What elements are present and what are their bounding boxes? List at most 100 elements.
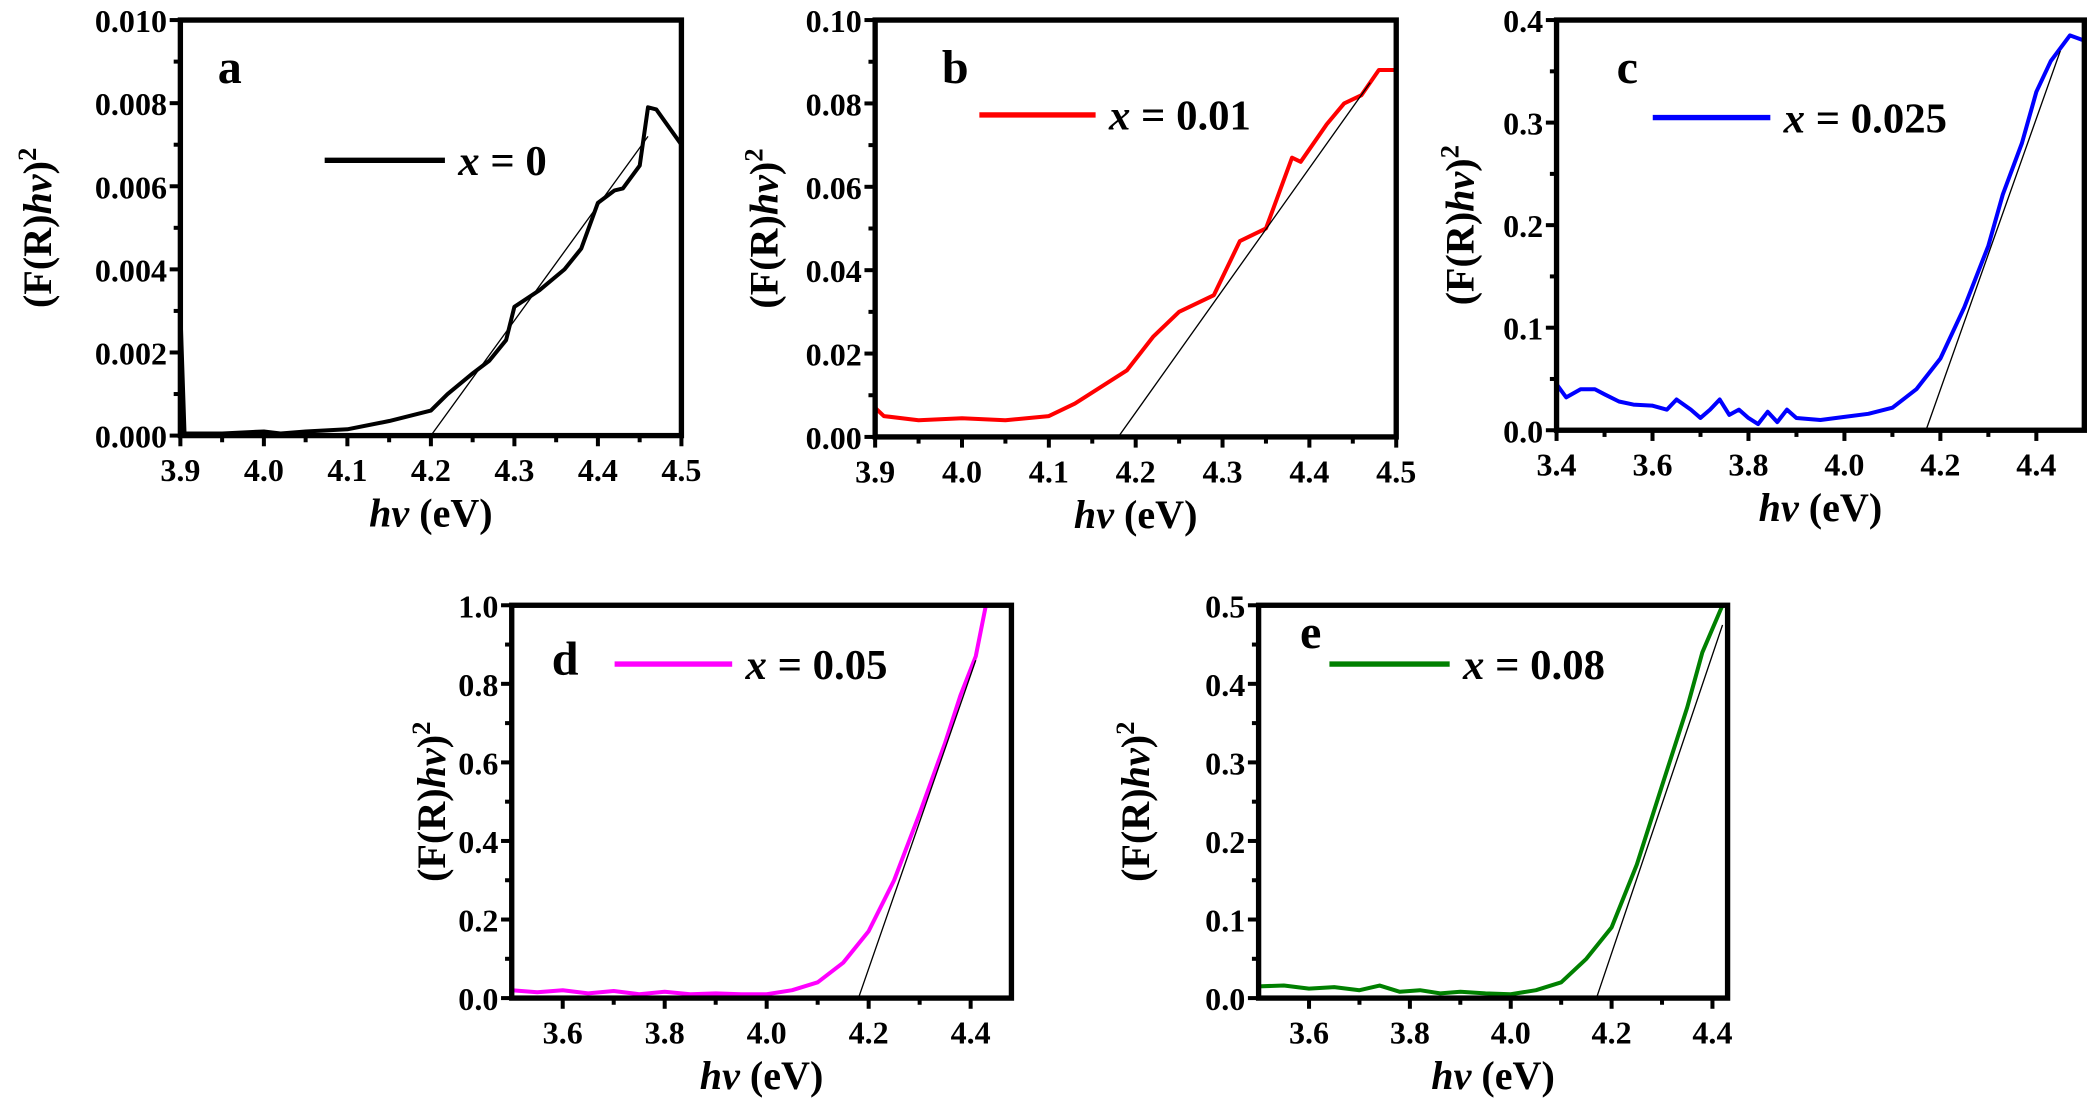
x-tick-label: 3.6: [1632, 447, 1672, 483]
y-axis-label-post: ): [1113, 735, 1158, 748]
linear-fit-line: [857, 660, 977, 999]
legend: x = 0.05: [614, 642, 888, 689]
linear-fit-line: [1595, 624, 1724, 999]
legend-variable: x: [1783, 95, 1805, 142]
legend: x = 0.025: [1652, 95, 1947, 142]
legend-variable: x: [745, 642, 767, 689]
y-axis-label: (F(R)hv)2: [406, 722, 454, 882]
y-axis-label: (F(R)hv)2: [12, 148, 60, 308]
legend-label: x = 0: [457, 138, 546, 185]
panel-letter: e: [1300, 606, 1321, 659]
y-tick-label: 1.0: [458, 588, 498, 624]
y-tick-label: 0.008: [95, 86, 167, 122]
x-tick-label: 3.6: [1289, 1015, 1329, 1051]
y-axis-label-italic: hv: [15, 173, 60, 214]
y-tick-label: 0.0: [1503, 413, 1543, 449]
y-axis-label-post: ): [409, 735, 454, 748]
legend-value: = 0.05: [767, 642, 888, 689]
y-tick-label: 0.5: [1205, 588, 1245, 624]
x-tick-label: 4.2: [849, 1015, 889, 1051]
y-tick-label: 0.10: [806, 3, 862, 39]
x-axis-label-italic: hv: [700, 1053, 741, 1098]
linear-fit-line: [1117, 82, 1371, 438]
panel-d: 3.6 3.8 4.0 4.2 4.4 0.0 0.2 0.4 0.6 0.8 1.0 hv (eV)…: [406, 588, 1015, 1098]
x-tick-label: 3.9: [160, 452, 200, 488]
x-tick-label: 4.2: [1592, 1015, 1632, 1051]
panel-c: 3.4 3.6 3.8 4.0 4.2 4.4 0.0 0.1 0.2 0.3 0.4 hv (eV)…: [1435, 3, 2087, 530]
y-tick-label: 0.2: [1503, 208, 1543, 244]
x-tick-label: 4.4: [578, 452, 618, 488]
legend-value: = 0.01: [1130, 93, 1251, 140]
y-tick-label: 0.010: [95, 3, 167, 39]
x-tick-label: 4.0: [747, 1015, 787, 1051]
y-axis-label: (F(R)hv)2: [1110, 722, 1158, 882]
y-axis-label-pre: (F(R): [1113, 788, 1158, 881]
y-tick-label: 0.1: [1205, 903, 1245, 939]
x-axis-label-italic: hv: [1074, 492, 1115, 537]
data-series-line: [1258, 604, 1725, 997]
x-tick-label: 3.9: [855, 453, 895, 489]
x-tick-label: 4.3: [1203, 453, 1243, 489]
plot-frame: [177, 17, 685, 439]
y-axis-label-post: ): [1438, 158, 1483, 171]
y-tick-label: 0.4: [1205, 667, 1245, 703]
x-tick-label: 4.5: [1376, 453, 1416, 489]
legend: x = 0.08: [1329, 642, 1605, 689]
y-axis-label-post: ): [15, 161, 60, 174]
y-tick-label: 0.06: [806, 170, 862, 206]
y-tick-label: 0.6: [458, 745, 498, 781]
y-tick-label: 0.08: [806, 86, 862, 122]
x-tick-label: 4.0: [1491, 1015, 1531, 1051]
x-tick-label: 4.2: [1920, 447, 1960, 483]
x-axis-label-unit: (eV): [1799, 485, 1882, 530]
x-tick-label: 4.0: [1824, 447, 1864, 483]
y-tick-label: 0.0: [458, 981, 498, 1017]
x-axis-label-italic: hv: [1759, 485, 1800, 530]
y-tick-label: 0.000: [95, 419, 167, 455]
y-axis-label-post: ): [742, 162, 787, 175]
y-tick-label: 0.00: [806, 420, 862, 456]
legend-label: x = 0.025: [1783, 95, 1947, 142]
x-tick-label: 4.4: [1692, 1015, 1732, 1051]
y-tick-label: 0.2: [458, 903, 498, 939]
x-axis-label-italic: hv: [369, 490, 410, 535]
panel-b: 3.9 4.0 4.1 4.2 4.3 4.4 4.5 0.00 0.02 0.04 0.06 0.0…: [739, 3, 1417, 537]
x-tick-label: 4.4: [1289, 453, 1329, 489]
y-axis-label-pre: (F(R): [15, 214, 60, 307]
x-tick-label: 3.8: [645, 1015, 685, 1051]
legend-value: = 0.025: [1805, 95, 1947, 142]
x-tick-label: 4.2: [1116, 453, 1156, 489]
y-tick-label: 0.4: [1503, 3, 1543, 39]
y-axis-label-pre: (F(R): [409, 788, 454, 881]
y-axis-label-pre: (F(R): [1438, 212, 1483, 305]
linear-fit-line: [1925, 50, 2061, 431]
x-tick-label: 4.4: [2016, 447, 2056, 483]
y-tick-label: 0.004: [95, 252, 167, 288]
legend-label: x = 0.08: [1462, 642, 1605, 689]
x-axis-label: hv (eV): [1759, 485, 1883, 530]
y-axis-label-italic: hv: [409, 747, 454, 788]
legend-variable: x: [457, 138, 479, 185]
y-axis-label-sup: 2: [1110, 722, 1140, 735]
x-tick-label: 3.6: [543, 1015, 583, 1051]
x-tick-label: 4.5: [661, 452, 701, 488]
x-axis-label-unit: (eV): [1114, 492, 1197, 537]
x-axis-label-italic: hv: [1431, 1053, 1472, 1098]
x-axis-label-unit: (eV): [740, 1053, 823, 1098]
x-tick-label: 4.2: [411, 452, 451, 488]
x-axis-label-unit: (eV): [1471, 1053, 1554, 1098]
data-series-line: [511, 604, 988, 997]
data-series-line: [873, 68, 1397, 423]
y-axis-label-pre: (F(R): [742, 215, 787, 308]
panel-letter: a: [218, 41, 242, 94]
y-axis-label-sup: 2: [739, 148, 769, 161]
x-axis-label: hv (eV): [1074, 492, 1198, 537]
data-series-line: [1554, 33, 2086, 427]
x-axis-label-unit: (eV): [409, 490, 492, 535]
linear-fit-line: [430, 136, 649, 436]
x-tick-label: 3.8: [1728, 447, 1768, 483]
x-tick-label: 4.0: [244, 452, 284, 488]
x-tick-label: 3.4: [1537, 447, 1577, 483]
x-tick-label: 3.8: [1390, 1015, 1430, 1051]
